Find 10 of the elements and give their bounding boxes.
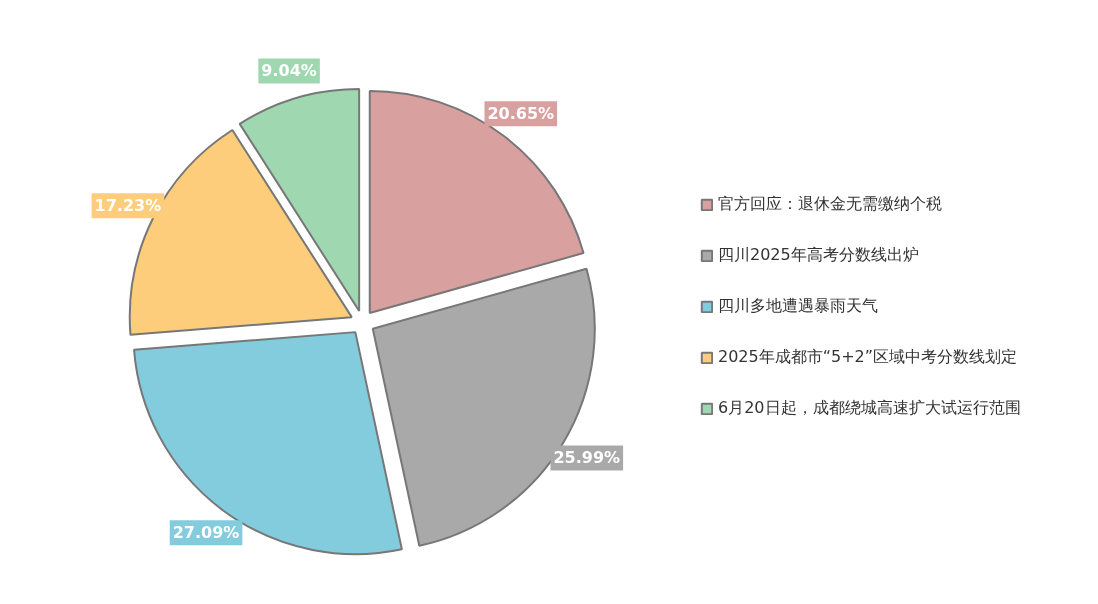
legend-label: 2025年成都市“5+2”区域中考分数线划定 [718,347,1018,368]
legend-label: 6月20日起，成都绕城高速扩大试运行范围 [718,398,1021,419]
data-label: 27.09% [172,523,240,543]
legend-label: 四川多地遭遇暴雨天气 [718,296,878,317]
data-label: 20.65% [487,104,555,124]
legend-label: 官方回应：退休金无需缴纳个税 [718,194,942,215]
legend-label: 四川2025年高考分数线出炉 [718,245,919,266]
data-label: 9.04% [261,61,317,81]
data-label: 25.99% [553,448,621,468]
data-label: 17.23% [94,196,162,216]
